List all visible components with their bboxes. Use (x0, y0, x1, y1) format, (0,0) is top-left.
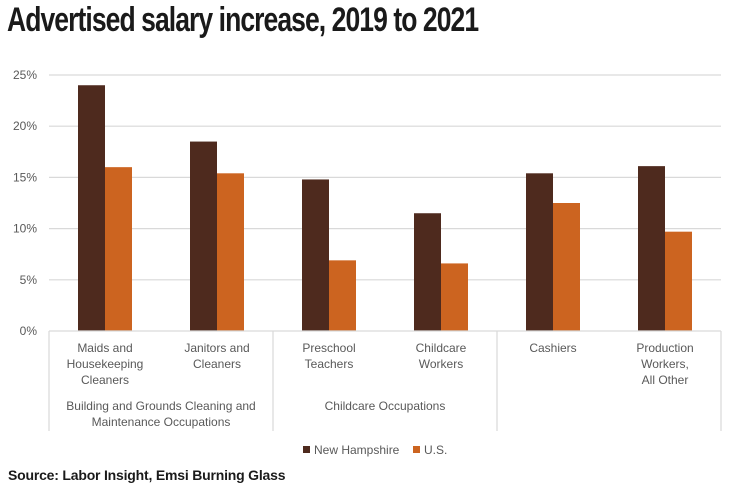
x-tick-label: Cleaners (81, 373, 129, 387)
group-label: Building and Grounds Cleaning and (66, 399, 255, 413)
bar-new-hampshire-2 (302, 179, 329, 331)
y-axis-ticks: 0% 5% 10% 15% 20% 25% (13, 68, 37, 338)
x-tick-label: Childcare (416, 341, 467, 355)
bar-us-4 (553, 203, 580, 331)
x-tick-label: All Other (642, 373, 689, 387)
x-tick-label: Maids and (77, 341, 132, 355)
bar-new-hampshire-1 (190, 141, 217, 331)
bar-us-0 (105, 167, 132, 331)
source-note: Source: Labor Insight, Emsi Burning Glas… (8, 467, 286, 483)
group-label: Maintenance Occupations (92, 415, 231, 429)
x-tick-label: Janitors and (184, 341, 249, 355)
gridlines (49, 74, 721, 281)
bar-new-hampshire-5 (638, 166, 665, 331)
bars (78, 85, 692, 332)
bar-new-hampshire-0 (78, 85, 105, 332)
x-tick-label: Teachers (305, 357, 354, 371)
legend: New Hampshire U.S. (303, 443, 447, 457)
bar-new-hampshire-4 (526, 173, 553, 331)
group-label: Childcare Occupations (325, 399, 446, 413)
y-tick-label: 15% (13, 170, 37, 184)
bar-us-5 (665, 231, 692, 331)
bar-us-1 (217, 173, 244, 331)
x-tick-label: Workers (419, 357, 463, 371)
x-tick-label: Workers, (641, 357, 689, 371)
x-tick-label: Housekeeping (67, 357, 144, 371)
bar-us-3 (441, 263, 468, 331)
x-tick-label: Cleaners (193, 357, 241, 371)
bar-us-2 (329, 260, 356, 331)
legend-label: New Hampshire (314, 443, 400, 457)
bar-new-hampshire-3 (414, 213, 441, 331)
y-tick-label: 5% (20, 273, 38, 287)
y-tick-label: 0% (20, 324, 38, 338)
y-tick-label: 10% (13, 222, 37, 236)
legend-swatch-new-hampshire (303, 446, 310, 453)
y-tick-label: 25% (13, 68, 37, 82)
x-tick-label: Cashiers (529, 341, 576, 355)
y-tick-label: 20% (13, 119, 37, 133)
legend-label: U.S. (424, 443, 447, 457)
x-tick-label: Production (636, 341, 693, 355)
x-tick-label: Preschool (302, 341, 355, 355)
chart-title: Advertised salary increase, 2019 to 2021 (7, 1, 479, 39)
legend-swatch-us (413, 446, 420, 453)
x-axis: Maids and Housekeeping Cleaners Janitors an… (48, 330, 722, 431)
